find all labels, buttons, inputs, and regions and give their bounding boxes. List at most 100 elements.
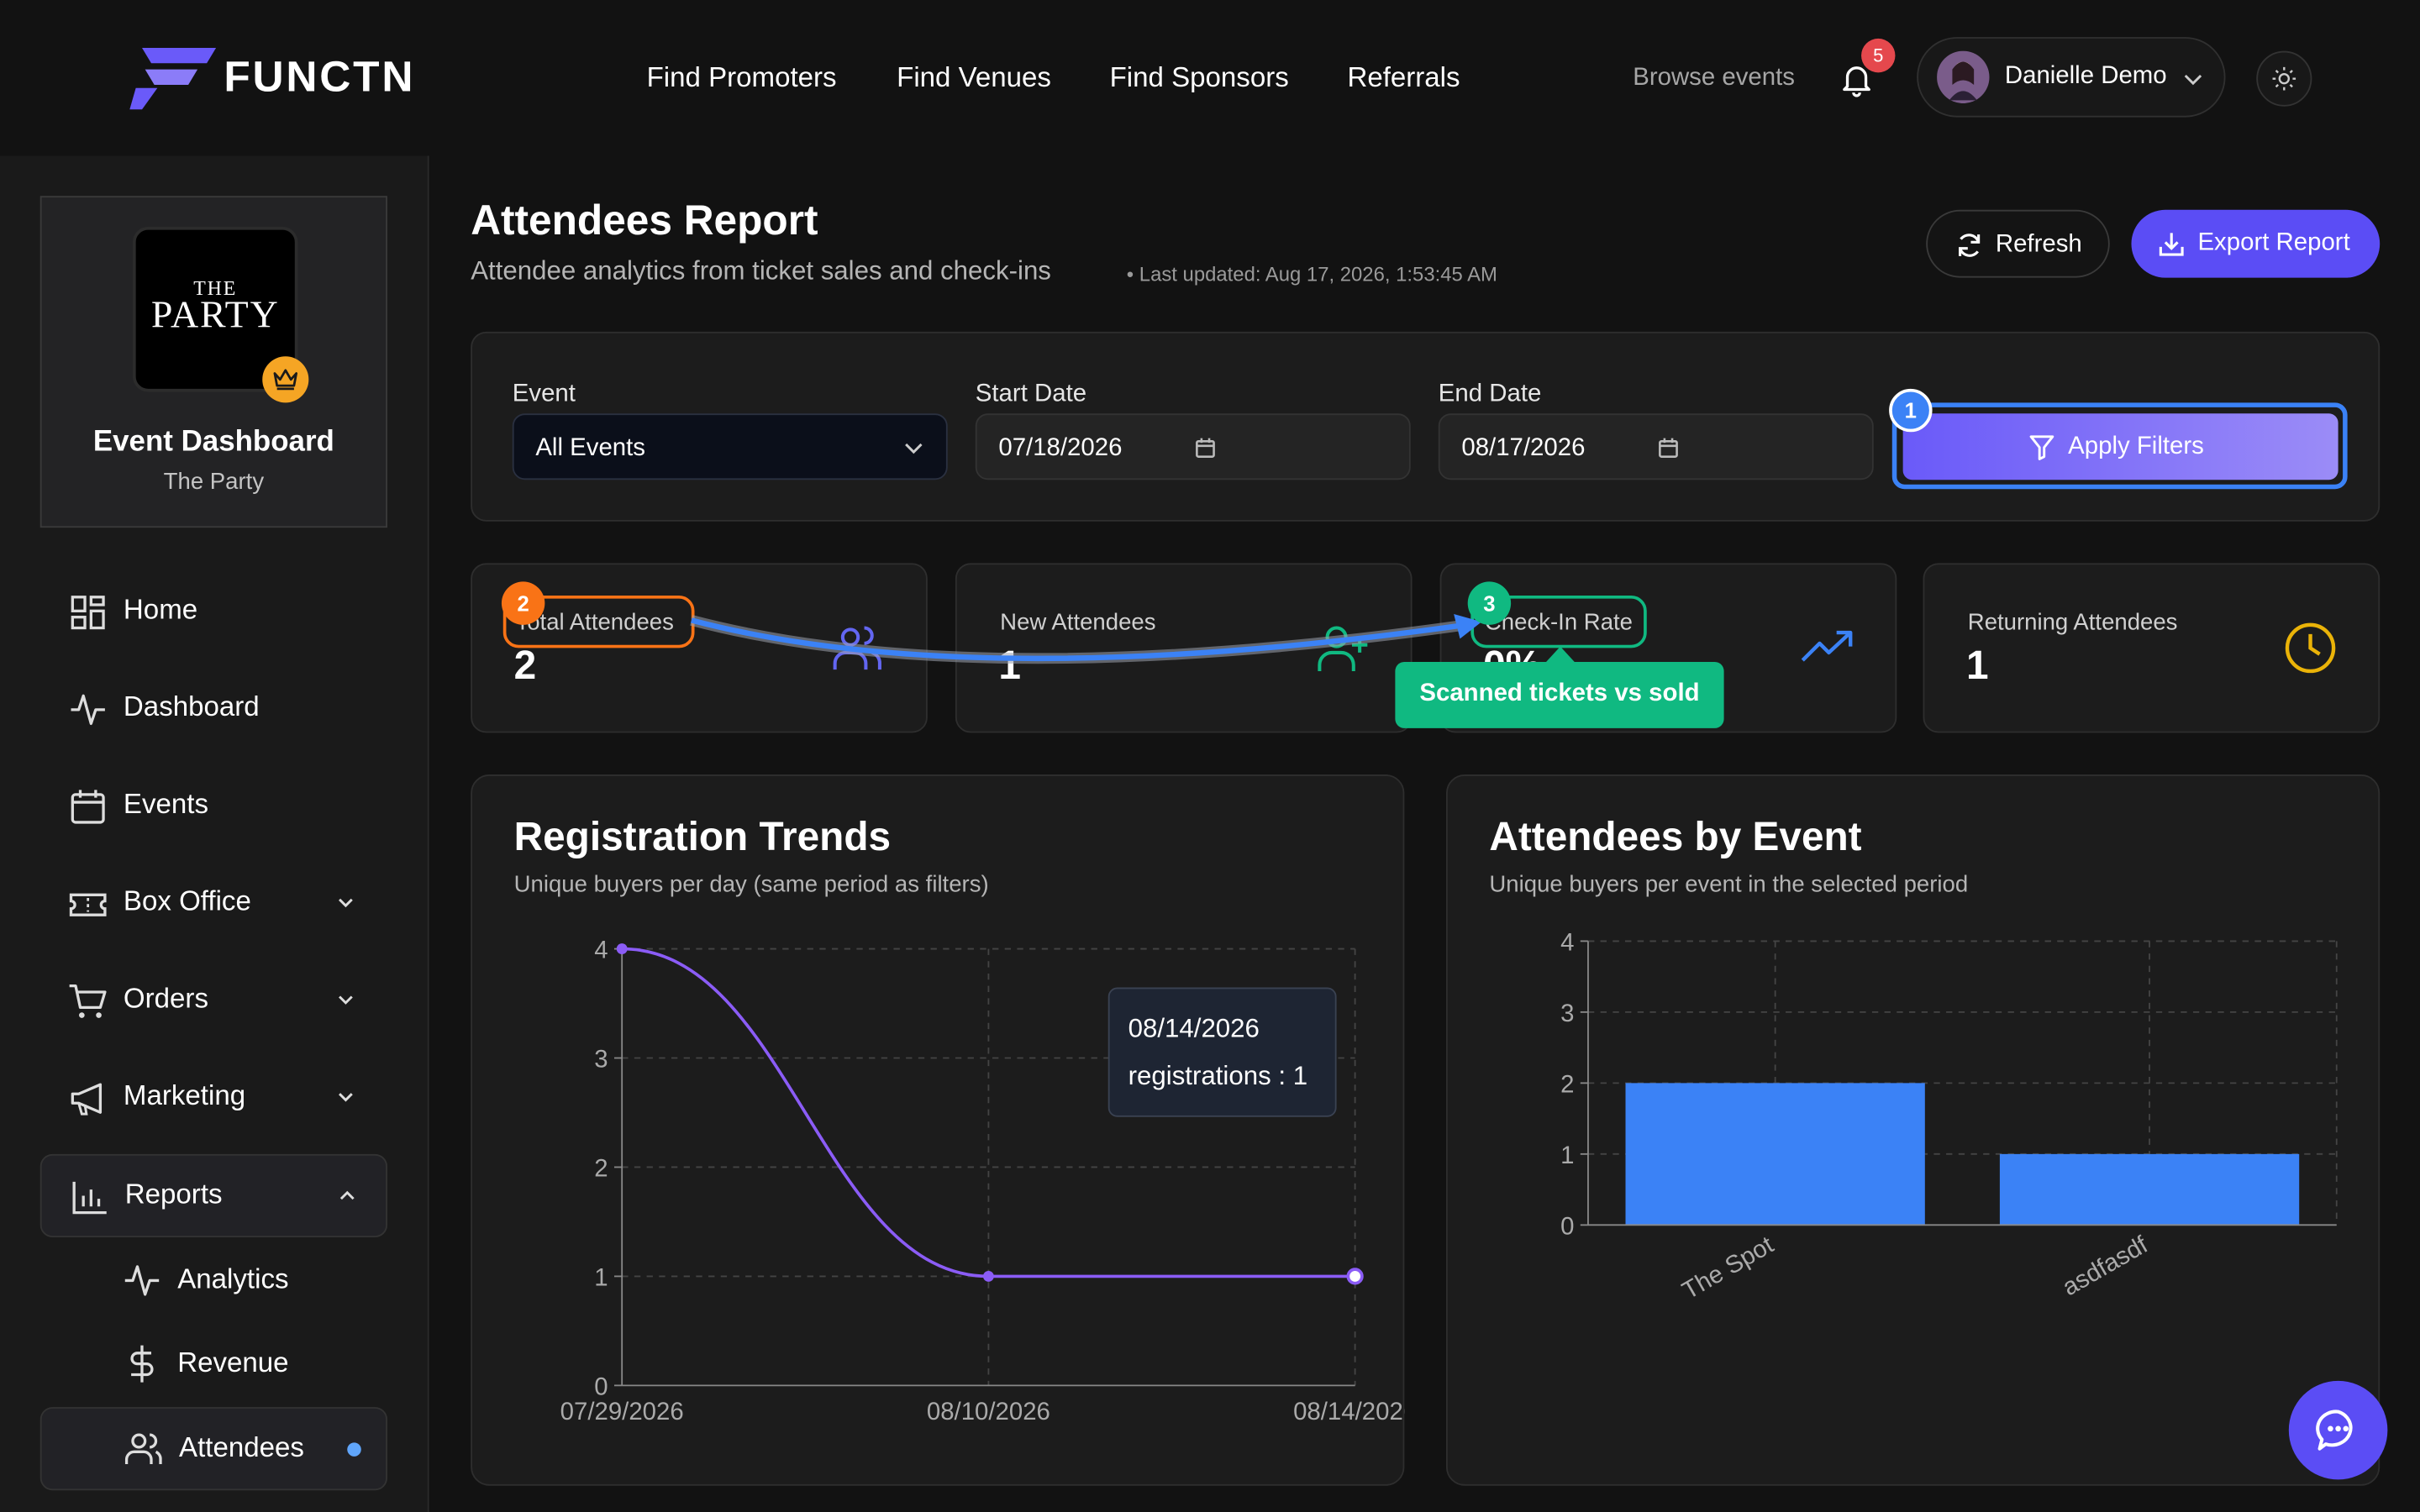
y-tick-label: 3 bbox=[1560, 1000, 1574, 1027]
chat-icon bbox=[2316, 1410, 2353, 1451]
sidebar-subitem-attendees[interactable]: Attendees bbox=[39, 1407, 388, 1491]
activity-icon bbox=[124, 1265, 160, 1296]
sidebar-item-dashboard[interactable]: Dashboard bbox=[40, 668, 387, 751]
active-indicator-dot bbox=[347, 1442, 361, 1457]
browse-events-link[interactable]: Browse events bbox=[1633, 65, 1795, 92]
chevron-up-icon bbox=[339, 1190, 355, 1200]
nav-find-promoters[interactable]: Find Promoters bbox=[646, 61, 837, 93]
sidebar-item-label: Orders bbox=[123, 982, 208, 1014]
calendar-icon[interactable] bbox=[1195, 437, 1217, 459]
sidebar-subitem-label: Revenue bbox=[177, 1347, 289, 1378]
export-report-button[interactable]: Export Report bbox=[2131, 209, 2381, 278]
sidebar-subitem-label: Analytics bbox=[177, 1263, 289, 1294]
bar-chart-icon bbox=[72, 1181, 107, 1215]
sidebar-item-label: Dashboard bbox=[123, 690, 260, 722]
stat-value: 1 bbox=[1965, 642, 1989, 689]
start-date-label: Start Date bbox=[975, 381, 1087, 407]
nav-find-sponsors[interactable]: Find Sponsors bbox=[1109, 61, 1289, 93]
theme-toggle-button[interactable] bbox=[2256, 50, 2312, 107]
registration-trends-card: Registration Trends Unique buyers per da… bbox=[471, 774, 1405, 1486]
bar bbox=[1625, 1083, 1925, 1226]
chart-title: Attendees by Event bbox=[1489, 812, 1862, 860]
refresh-button[interactable]: Refresh bbox=[1926, 209, 2110, 278]
chevron-down-icon bbox=[2184, 74, 2202, 86]
sidebar-item-label: Marketing bbox=[123, 1079, 246, 1111]
end-date-label: End Date bbox=[1438, 381, 1542, 407]
users-icon bbox=[124, 1433, 162, 1465]
calendar-icon[interactable] bbox=[1658, 437, 1680, 459]
event-select[interactable]: All Events bbox=[512, 413, 948, 480]
org-subtitle: The Party bbox=[163, 469, 265, 496]
megaphone-icon bbox=[71, 1083, 103, 1116]
stat-card-new-attendees: New Attendees 1 bbox=[955, 563, 1413, 733]
start-date-value: 07/18/2026 bbox=[998, 434, 1123, 462]
x-tick-label: asdfasdf bbox=[2058, 1231, 2153, 1302]
chevron-down-icon bbox=[339, 1093, 353, 1102]
sidebar-item-reports[interactable]: Reports bbox=[39, 1153, 388, 1238]
clock-icon bbox=[2285, 622, 2336, 674]
activity-icon bbox=[71, 694, 105, 726]
calendar-icon bbox=[71, 790, 105, 824]
org-title: Event Dashboard bbox=[92, 425, 334, 459]
x-tick-label: 07/29/2026 bbox=[560, 1398, 684, 1425]
page-subtitle: Attendee analytics from ticket sales and… bbox=[471, 255, 1051, 286]
start-date-input[interactable]: 07/18/2026 bbox=[975, 413, 1411, 480]
sidebar-item-box-office[interactable]: Box Office bbox=[40, 863, 387, 946]
y-tick-label: 3 bbox=[594, 1046, 608, 1074]
brand-logo-icon[interactable] bbox=[129, 47, 217, 110]
sidebar-subitem-analytics[interactable]: Analytics bbox=[40, 1241, 387, 1321]
refresh-button-label: Refresh bbox=[1995, 231, 2082, 258]
page-title: Attendees Report bbox=[471, 197, 818, 244]
sidebar-subitem-revenue[interactable]: Revenue bbox=[40, 1324, 387, 1404]
y-tick-label: 4 bbox=[594, 937, 608, 964]
sidebar-item-label: Events bbox=[123, 788, 209, 820]
chat-button[interactable] bbox=[2288, 1380, 2388, 1480]
apply-filters-button[interactable]: Apply Filters bbox=[1902, 413, 2338, 480]
end-date-input[interactable]: 08/17/2026 bbox=[1438, 413, 1874, 480]
sidebar-item-label: Reports bbox=[124, 1179, 223, 1210]
chart-subtitle: Unique buyers per event in the selected … bbox=[1489, 871, 1969, 898]
nav-find-venues[interactable]: Find Venues bbox=[897, 61, 1051, 93]
chevron-down-icon bbox=[905, 443, 923, 454]
y-tick-label: 0 bbox=[1560, 1212, 1574, 1240]
ticket-icon bbox=[69, 893, 107, 916]
y-tick-label: 2 bbox=[594, 1154, 608, 1182]
data-point bbox=[616, 943, 628, 954]
y-tick-label: 0 bbox=[594, 1373, 608, 1400]
tooltip-value: registrations : 1 bbox=[1128, 1061, 1308, 1091]
stat-label: Check-In Rate bbox=[1484, 609, 1633, 636]
data-point bbox=[982, 1270, 994, 1282]
sidebar-item-marketing[interactable]: Marketing bbox=[40, 1057, 387, 1140]
end-date-value: 08/17/2026 bbox=[1461, 434, 1586, 462]
sidebar-item-home[interactable]: Home bbox=[40, 571, 387, 654]
stat-value: 2 bbox=[513, 642, 537, 689]
sidebar-item-label: Box Office bbox=[123, 885, 251, 916]
cart-icon bbox=[69, 984, 107, 1018]
sidebar-item-events[interactable]: Events bbox=[40, 765, 387, 848]
chevron-down-icon bbox=[339, 995, 353, 1005]
grid-icon bbox=[71, 596, 105, 630]
step-badge-1: 1 bbox=[1889, 388, 1933, 433]
nav-referrals[interactable]: Referrals bbox=[1347, 61, 1460, 93]
brand-name[interactable]: FUNCTN bbox=[224, 52, 416, 101]
sidebar-subitem-label: Attendees bbox=[179, 1431, 304, 1463]
tooltip-date: 08/14/2026 bbox=[1128, 1013, 1260, 1043]
download-icon bbox=[2159, 233, 2184, 256]
apply-filters-highlight bbox=[1891, 402, 2348, 490]
crown-icon bbox=[262, 356, 309, 403]
dollar-icon bbox=[130, 1345, 154, 1383]
x-tick-label: 08/10/2026 bbox=[927, 1398, 1050, 1425]
tooltip-pointer bbox=[1543, 646, 1578, 665]
last-updated-text: • Last updated: Aug 17, 2026, 1:53:45 AM bbox=[1126, 262, 1497, 286]
tooltip-text: Scanned tickets vs sold bbox=[1419, 680, 1700, 707]
bell-icon[interactable] bbox=[1839, 60, 1876, 97]
chart-subtitle: Unique buyers per day (same period as fi… bbox=[513, 871, 989, 898]
sidebar-item-orders[interactable]: Orders bbox=[40, 959, 387, 1042]
event-select-value: All Events bbox=[535, 434, 645, 462]
stat-label: Returning Attendees bbox=[1967, 609, 2178, 636]
org-logo-line2: PARTY bbox=[150, 294, 280, 337]
sun-icon bbox=[2272, 66, 2296, 91]
attendees-by-event-chart: 0 1 2 3 4 The Spot asdfasdf bbox=[1560, 928, 2338, 1305]
y-tick-label: 2 bbox=[1560, 1070, 1574, 1098]
stat-value: 1 bbox=[998, 642, 1021, 689]
